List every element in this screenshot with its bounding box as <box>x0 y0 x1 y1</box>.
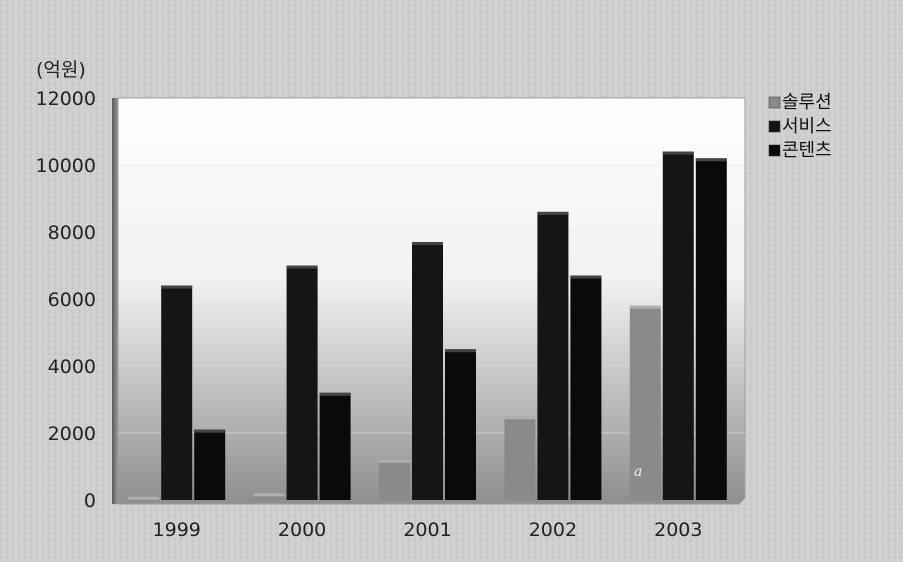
bar-top-edge <box>695 158 727 162</box>
legend-swatch <box>768 144 781 157</box>
x-tick-label: 1999 <box>153 519 201 541</box>
y-tick-label: 0 <box>84 490 96 512</box>
annotation-label: a <box>634 464 642 480</box>
legend-swatch <box>768 96 781 109</box>
bar-service <box>286 265 318 500</box>
bar-service <box>412 242 443 501</box>
bar-solution <box>379 459 410 500</box>
bar-service <box>662 151 694 500</box>
y-tick-label: 4000 <box>48 356 96 378</box>
bar-solution <box>504 416 536 500</box>
bar-service <box>161 285 193 500</box>
bar-content <box>445 349 476 500</box>
y-axis-ticks: 0 2000 4000 6000 8000 10000 12000 <box>36 88 96 512</box>
bar-top-edge <box>161 285 193 289</box>
bar-top-edge <box>629 305 661 309</box>
bar-content <box>194 429 226 500</box>
bar-content <box>695 158 727 501</box>
legend-label: 콘텐츠 <box>782 140 832 161</box>
bar-top-edge <box>286 265 318 269</box>
x-tick-label: 2002 <box>529 519 577 541</box>
bar-top-edge <box>570 275 602 279</box>
bar-content <box>570 275 602 500</box>
y-tick-label: 2000 <box>48 423 96 445</box>
bar-top-edge <box>445 349 476 353</box>
bar-top-edge <box>537 211 569 215</box>
bar-top-edge <box>128 496 160 500</box>
bar-solution <box>629 305 661 500</box>
plot-left-wall <box>112 98 118 504</box>
y-tick-label: 6000 <box>48 289 96 311</box>
bar-content <box>319 392 351 500</box>
bar-top-edge <box>194 429 226 433</box>
x-tick-label: 2001 <box>403 519 451 541</box>
y-tick-label: 8000 <box>48 222 96 244</box>
y-tick-label: 12000 <box>36 88 96 110</box>
x-axis-ticks: 1999 2000 2001 2002 2003 <box>153 519 703 541</box>
legend-swatch <box>768 120 781 133</box>
bars <box>128 151 727 501</box>
x-tick-label: 2003 <box>654 519 702 541</box>
legend-label: 서비스 <box>782 116 832 137</box>
x-tick-label: 2000 <box>278 519 326 541</box>
legend-label: 솔루션 <box>782 92 832 113</box>
bar-top-edge <box>379 459 410 463</box>
bar-top-edge <box>253 493 285 497</box>
bar-top-edge <box>319 392 351 396</box>
y-tick-label: 10000 <box>36 155 96 177</box>
bar-service <box>537 211 569 500</box>
bar-top-edge <box>662 151 694 155</box>
bar-solution <box>253 493 285 500</box>
y-unit-label: (억원) <box>36 59 86 81</box>
bar-top-edge <box>504 416 536 420</box>
bar-top-edge <box>412 242 443 246</box>
